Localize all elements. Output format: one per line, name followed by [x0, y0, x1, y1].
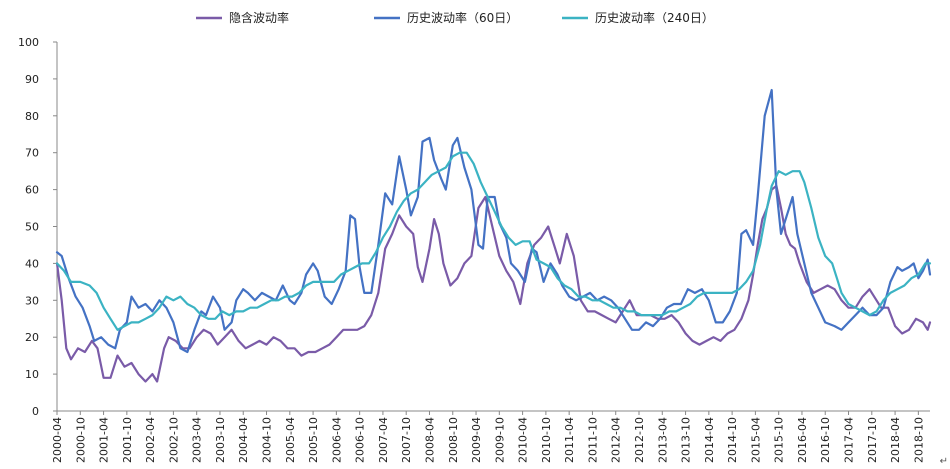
legend-label-1: 隐含波动率 [229, 10, 289, 25]
y-tick-label: 20 [25, 331, 39, 344]
chart-legend: 隐含波动率 历史波动率（60日） 历史波动率（240日） [196, 10, 714, 25]
x-tick-label: 2010-10 [540, 417, 553, 463]
y-tick-label: 60 [25, 184, 39, 197]
x-tick-label: 2002-10 [167, 417, 180, 463]
y-tick-label: 10 [25, 368, 39, 381]
x-tick-label: 2013-04 [656, 417, 669, 463]
y-tick-label: 90 [25, 73, 39, 86]
x-tick-label: 2014-04 [703, 417, 716, 463]
y-tick-label: 50 [25, 221, 39, 234]
x-tick-label: 2008-04 [423, 417, 436, 463]
x-tick-label: 2003-10 [214, 417, 227, 463]
x-tick-label: 2003-04 [191, 417, 204, 463]
x-tick-label: 2017-04 [843, 417, 856, 463]
x-tick-label: 2009-10 [493, 417, 506, 463]
y-tick-label: 80 [25, 110, 39, 123]
y-tick-label: 70 [25, 147, 39, 160]
x-tick-label: 2012-10 [633, 417, 646, 463]
x-tick-label: 2005-10 [307, 417, 320, 463]
y-tick-label: 0 [32, 405, 39, 418]
x-axis: 2000-04 2000-10 2001-04 2001-10 2002-04 2002-… [51, 410, 930, 463]
x-tick-label: 2001-10 [121, 417, 134, 463]
x-tick-label: 2007-10 [400, 417, 413, 463]
x-tick-label: 2016-04 [796, 417, 809, 463]
legend-label-2: 历史波动率（60日） [407, 10, 518, 25]
x-tick-label: 2006-10 [354, 417, 367, 463]
x-tick-label: 2016-10 [819, 417, 832, 463]
y-tick-label: 30 [25, 294, 39, 307]
x-tick-label: 2007-04 [377, 417, 390, 463]
x-tick-label: 2014-10 [726, 417, 739, 463]
series-lines [55, 88, 932, 383]
x-tick-label: 2000-10 [74, 417, 87, 463]
x-tick-label: 2002-04 [144, 417, 157, 463]
return-mark: ↵ [939, 456, 948, 467]
x-tick-label: 2011-04 [563, 417, 576, 463]
x-tick-label: 2018-04 [889, 417, 902, 463]
x-tick-label: 2001-04 [98, 417, 111, 463]
x-tick-label: 2018-10 [912, 417, 925, 463]
x-tick-label: 2015-10 [773, 417, 786, 463]
x-tick-label: 2008-10 [447, 417, 460, 463]
x-tick-label: 2006-04 [330, 417, 343, 463]
x-tick-label: 2011-10 [586, 417, 599, 463]
x-tick-label: 2015-04 [749, 417, 762, 463]
y-tick-label: 40 [25, 257, 39, 270]
x-tick-label: 2004-10 [261, 417, 274, 463]
x-tick-label: 2005-04 [284, 417, 297, 463]
x-tick-label: 2000-04 [51, 417, 64, 463]
x-tick-label: 2017-10 [866, 417, 879, 463]
x-tick-label: 2010-04 [517, 417, 530, 463]
series-line-2 [55, 88, 932, 354]
x-tick-label: 2012-04 [610, 417, 623, 463]
x-tick-label: 2009-04 [470, 417, 483, 463]
x-tick-label: 2004-04 [237, 417, 250, 463]
series-line-1 [55, 184, 932, 383]
series-line-3 [55, 151, 932, 331]
y-axis: 0 10 20 30 40 50 60 70 80 90 100 [18, 36, 58, 418]
legend-label-3: 历史波动率（240日） [595, 10, 714, 25]
x-tick-label: 2013-10 [680, 417, 693, 463]
y-tick-label: 100 [18, 36, 39, 49]
